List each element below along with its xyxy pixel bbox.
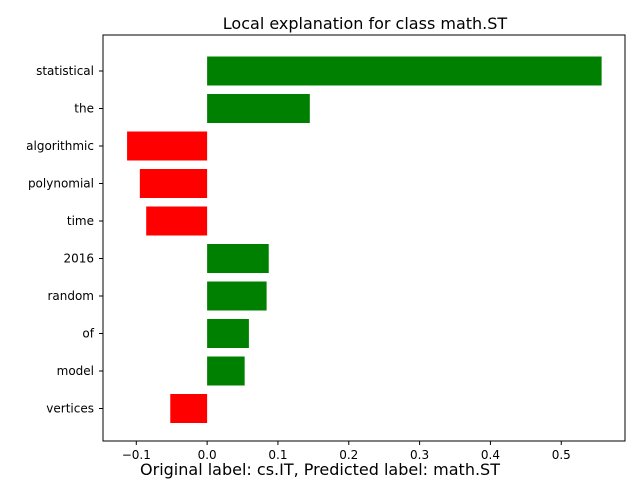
bar-algorithmic [127, 131, 208, 161]
y-tick-label: of [82, 327, 94, 341]
bar-of [207, 319, 249, 348]
y-tick-label: model [57, 364, 94, 378]
bar-time [146, 206, 208, 236]
y-tick-label: algorithmic [26, 139, 94, 153]
bar-polynomial [139, 169, 208, 198]
x-tick-label: 0.0 [198, 448, 217, 462]
chart-caption: Original label: cs.IT, Predicted label: … [140, 460, 500, 479]
bar-statistical [207, 56, 602, 86]
y-tick-label: time [67, 214, 94, 228]
chart-title: Local explanation for class math.ST [223, 14, 508, 33]
bar-the [207, 94, 310, 123]
bar-model [207, 356, 245, 386]
x-tick-label: 0.5 [552, 448, 571, 462]
y-tick-label: the [74, 102, 94, 116]
x-tick-label: −0.1 [122, 448, 151, 462]
y-tick-label: statistical [36, 64, 94, 78]
bar-vertices [170, 394, 208, 423]
y-tick-label: random [47, 289, 94, 303]
y-tick-label: 2016 [63, 252, 94, 266]
bar-2016 [207, 244, 269, 273]
x-tick-label: 0.1 [268, 448, 287, 462]
plot-frame [102, 34, 626, 442]
x-tick-label: 0.4 [481, 448, 500, 462]
bar-random [207, 281, 267, 311]
x-tick-label: 0.2 [339, 448, 358, 462]
bars-group [127, 56, 602, 423]
x-ticks-group: −0.1 0.0 0.1 0.2 0.3 0.4 0.5 [122, 441, 571, 462]
y-tick-label: polynomial [28, 177, 94, 191]
x-tick-label: 0.3 [410, 448, 429, 462]
y-ticks-group: statistical the algorithmic polynomial time 2… [26, 64, 103, 416]
y-tick-label: vertices [46, 402, 94, 416]
